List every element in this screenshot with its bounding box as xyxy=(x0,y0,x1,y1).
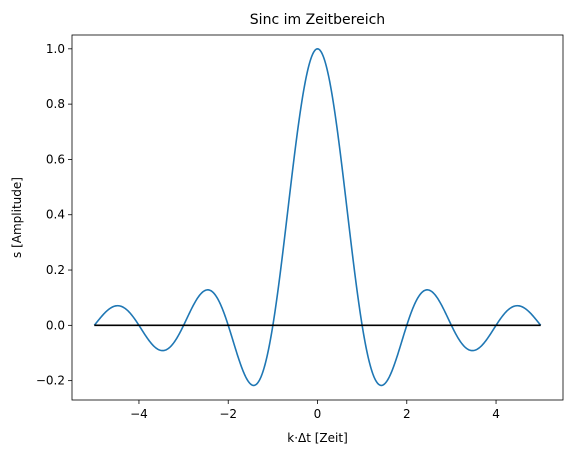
y-tick-label: 0.0 xyxy=(46,318,65,332)
axes-frame xyxy=(71,34,564,401)
x-axis: −4 −2 0 2 4 xyxy=(130,400,500,421)
chart-title: Sinc im Zeitbereich xyxy=(250,12,385,28)
y-tick-label: 0.8 xyxy=(46,97,65,111)
y-tick-label: 0.4 xyxy=(46,208,65,222)
x-tick-label: 0 xyxy=(314,407,322,421)
y-axis: −0.2 0.0 0.2 0.4 0.6 0.8 1.0 xyxy=(36,42,72,388)
x-tick-label: 2 xyxy=(403,407,411,421)
y-axis-label: s [Amplitude] xyxy=(10,177,24,258)
plot-area xyxy=(93,48,542,387)
x-axis-label: k·Δt [Zeit] xyxy=(287,431,348,445)
y-tick-label: 0.6 xyxy=(46,152,65,166)
y-tick-label: −0.2 xyxy=(36,374,65,388)
x-tick-label: −4 xyxy=(130,407,148,421)
y-tick-label: 1.0 xyxy=(46,42,65,56)
y-tick-label: 0.2 xyxy=(46,263,65,277)
x-tick-label: −2 xyxy=(219,407,237,421)
x-tick-label: 4 xyxy=(492,407,500,421)
sinc-series-line xyxy=(93,48,542,387)
